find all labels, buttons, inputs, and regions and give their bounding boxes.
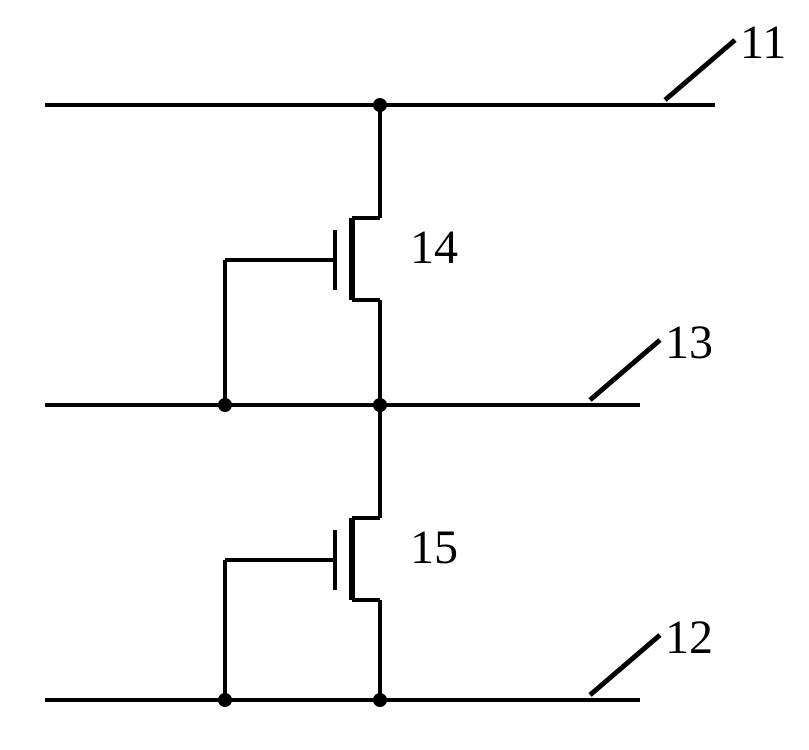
label-13: 13 [665,316,713,369]
node-4 [373,693,387,707]
circuit-schematic: 11 13 12 14 15 [0,0,809,750]
label-12: 12 [665,611,713,664]
node-2 [218,398,232,412]
node-0 [373,98,387,112]
label-15: 15 [410,521,458,574]
label-11: 11 [740,16,786,69]
node-3 [218,693,232,707]
leader-13 [590,340,660,400]
leader-12 [590,635,660,695]
leader-11 [665,40,735,100]
node-1 [373,398,387,412]
label-14: 14 [410,221,458,274]
